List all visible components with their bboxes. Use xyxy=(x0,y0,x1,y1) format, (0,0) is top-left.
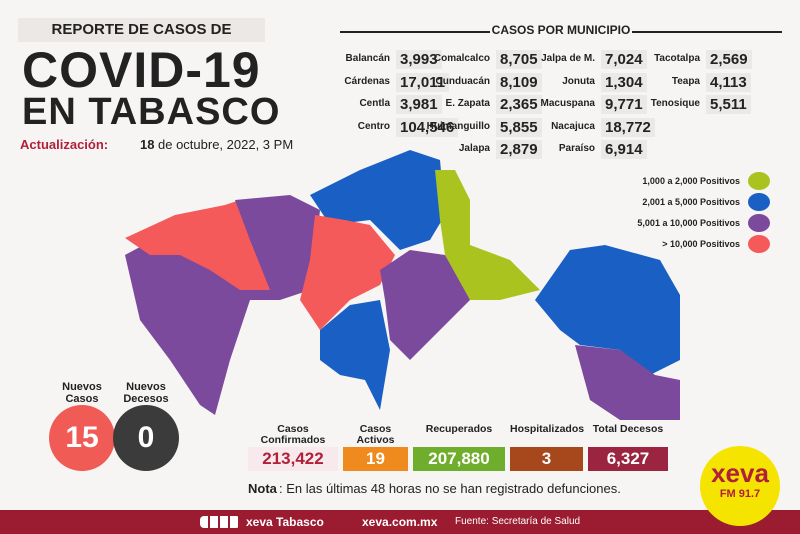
footer-band xyxy=(0,510,800,534)
municipality-cases: 3,981 xyxy=(396,95,442,114)
summary-label: Total Decesos xyxy=(592,423,664,435)
municipality-name: Teapa xyxy=(671,75,700,87)
legend-label: 1,000 a 2,000 Positivos xyxy=(642,176,740,186)
update-day: 18 xyxy=(140,137,155,152)
daily-label: Nuevos Decesos xyxy=(123,381,169,405)
summary-label: Casos Confirmados xyxy=(260,423,326,446)
map-region xyxy=(575,345,680,420)
footer-source: Fuente: Secretaría de Salud xyxy=(455,516,581,527)
municipality-cases: 18,772 xyxy=(601,117,655,137)
logo-circle xyxy=(700,446,780,526)
municipality-name: Centla xyxy=(359,98,390,109)
map-region xyxy=(125,200,270,290)
municipality-name: Balancán xyxy=(345,53,390,64)
summary-label: Recuperados xyxy=(425,423,493,435)
municipality-name: Paraíso xyxy=(558,143,595,154)
daily-value: 15 xyxy=(49,405,115,471)
legend-swatch xyxy=(748,214,770,232)
municipality-cases: 17,011 xyxy=(396,72,450,92)
logo-station: FM 91.7 xyxy=(719,488,761,500)
note-text: : En las últimas 48 horas no se han regi… xyxy=(279,481,621,496)
logo-name: xeva xyxy=(711,458,769,488)
title-line1: COVID-19 xyxy=(22,42,261,98)
map-region xyxy=(435,170,540,300)
footer-brand: xeva Tabasco xyxy=(246,515,324,529)
municipality-cases: 6,914 xyxy=(601,140,647,159)
municipality-cases: 5,855 xyxy=(496,117,542,137)
map-region xyxy=(235,195,320,290)
municipality-cases: 8,705 xyxy=(496,50,542,69)
municipality-cases: 8,109 xyxy=(496,72,542,92)
municipality-cases: 2,569 xyxy=(706,50,752,69)
summary-value: 3 xyxy=(510,447,583,471)
municipality-cases: 2,365 xyxy=(496,95,542,114)
note-bold: Nota xyxy=(248,481,277,496)
legend-label: 2,001 a 5,000 Positivos xyxy=(642,197,740,207)
daily-label: Nuevos Casos xyxy=(62,381,102,405)
municipality-name: Macuspana xyxy=(540,98,595,109)
municipality-cases: 7,024 xyxy=(601,50,647,69)
municipality-name: Centro xyxy=(357,120,390,132)
municipality-name: Cunduacán xyxy=(435,75,490,87)
map-region xyxy=(300,215,395,330)
municipality-cases: 1,304 xyxy=(601,72,647,92)
update-rest: de octubre, 2022, 3 PM xyxy=(158,137,294,152)
summary-label: Hospitalizados xyxy=(510,423,585,435)
municipality-name: Nacajuca xyxy=(551,120,595,132)
map-region xyxy=(535,245,680,375)
footer-site: xeva.com.mx xyxy=(362,515,438,529)
map-region xyxy=(320,300,390,410)
summary-value: 207,880 xyxy=(413,447,505,471)
footer-icons xyxy=(200,516,240,528)
municipality-name: Jalpa de M. xyxy=(541,53,595,64)
legend-swatch xyxy=(748,235,770,253)
update-label: Actualización: xyxy=(20,137,109,152)
municipality-name: Tenosique xyxy=(650,98,700,109)
legend-label: 5,001 a 10,000 Positivos xyxy=(637,218,740,228)
municipality-name: Jonuta xyxy=(562,75,595,87)
municipality-cases: 3,993 xyxy=(396,50,442,69)
daily-value: 0 xyxy=(113,405,179,471)
summary-value: 19 xyxy=(343,447,408,471)
title-line2: EN TABASCO xyxy=(22,91,281,133)
map-region xyxy=(380,250,470,360)
report-label: REPORTE DE CASOS DE xyxy=(18,18,265,42)
legend-swatch xyxy=(748,193,770,211)
municipality-name: Comalcalco xyxy=(433,53,490,64)
municipality-name: Cárdenas xyxy=(344,75,390,87)
map-region xyxy=(310,150,445,250)
municipality-cases: 4,113 xyxy=(706,72,751,92)
municipality-name: Jalapa xyxy=(458,143,490,154)
section-line xyxy=(340,31,490,33)
section-title: CASOS POR MUNICIPIO xyxy=(491,23,631,37)
summary-value: 6,327 xyxy=(588,447,668,471)
municipality-name: Tacotalpa xyxy=(654,53,700,64)
section-line xyxy=(632,31,782,33)
summary-label: Casos Activos xyxy=(356,423,395,446)
summary-value: 213,422 xyxy=(248,447,338,471)
municipality-cases: 104,546 xyxy=(396,117,459,137)
legend-label: > 10,000 Positivos xyxy=(662,239,740,249)
municipality-name: Huimanguillo xyxy=(426,120,490,132)
municipality-name: E. Zapata xyxy=(445,98,490,109)
municipality-cases: 9,771 xyxy=(601,95,647,114)
legend-swatch xyxy=(748,172,770,190)
municipality-cases: 2,879 xyxy=(496,140,542,159)
municipality-cases: 5,511 xyxy=(706,95,751,114)
